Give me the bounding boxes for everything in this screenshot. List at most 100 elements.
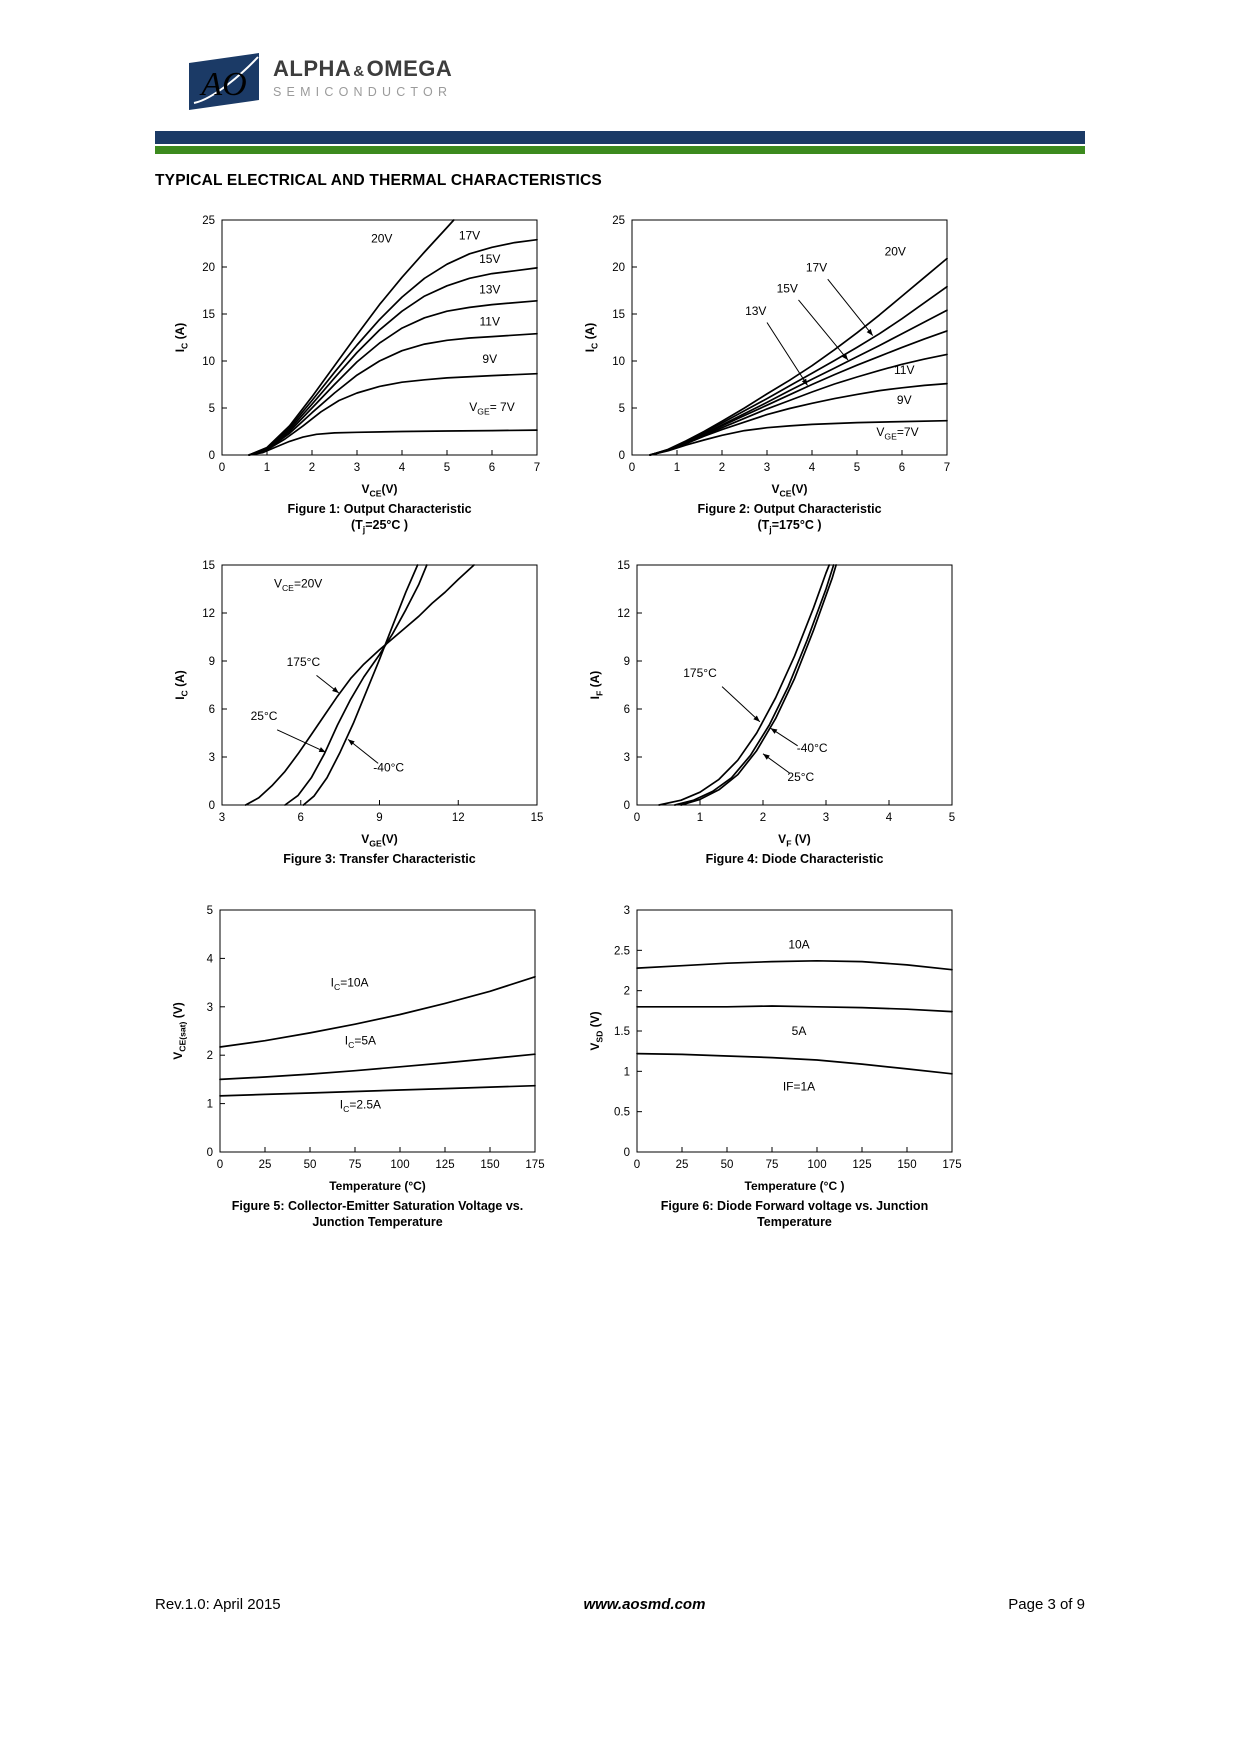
- annotation-arrowhead: [866, 328, 873, 336]
- curve-label: IC=5A: [345, 1034, 376, 1051]
- y-tick-label: 10: [612, 356, 625, 368]
- brand-name: ALPHA &OMEGA: [273, 56, 452, 82]
- curve-label: 9V: [482, 352, 497, 366]
- x-tick-label: 0: [219, 462, 225, 474]
- x-tick-label: 3: [219, 812, 225, 824]
- navy-bar: [155, 131, 1085, 144]
- curve-label: 17V: [459, 229, 480, 243]
- x-tick-label: 4: [886, 812, 893, 824]
- curve-label: 20V: [371, 232, 392, 246]
- x-axis-label: VGE(V): [361, 832, 397, 849]
- y-tick-label: 25: [612, 215, 625, 227]
- curve-label: 175°C: [683, 666, 717, 680]
- y-tick-label: 20: [202, 262, 215, 274]
- x-tick-label: 12: [452, 812, 465, 824]
- curve-label: 11V: [480, 314, 500, 328]
- footer-website-link[interactable]: www.aosmd.com: [583, 1596, 706, 1613]
- y-tick-label: 6: [209, 704, 215, 716]
- y-tick-label: 9: [209, 656, 215, 668]
- figure-3-transfer-characteristic: 3 6 9 12 15 0 3 6 9 12 15 VGE(V) IC (A) VCE=20V 175°C 2…: [170, 551, 549, 867]
- figure-6-caption: Figure 6: Diode Forward voltage vs. Junc…: [660, 1199, 929, 1230]
- x-tick-label: 0: [634, 812, 640, 824]
- x-axis-label: Temperature (°C): [329, 1179, 426, 1193]
- y-tick-label: 0: [209, 800, 215, 812]
- x-tick-label: 50: [304, 1159, 317, 1171]
- x-tick-label: 25: [676, 1159, 689, 1171]
- y-tick-label: 2: [207, 1050, 213, 1062]
- green-bar: [155, 146, 1085, 154]
- footer-page-number: Page 3 of 9: [1008, 1596, 1085, 1613]
- x-tick-label: 15: [531, 812, 544, 824]
- y-tick-label: 5: [207, 905, 213, 917]
- y-tick-label: 1.5: [614, 1026, 630, 1038]
- x-tick-label: 50: [721, 1159, 734, 1171]
- series-175°C: [244, 564, 475, 806]
- curve-label: IC=10A: [331, 975, 369, 992]
- figure-1-chart: 0 1 2 3 4 5 6 7 0 5 10 15 20 25 VCE(V) IC (A) 20V 17V 15V 1…: [173, 215, 540, 499]
- x-tick-label: 0: [634, 1159, 640, 1171]
- series-VGE=11V: [248, 332, 538, 456]
- x-tick-label: 5: [949, 812, 955, 824]
- x-tick-label: 2: [719, 462, 725, 474]
- series-IF=1A: [636, 1052, 953, 1075]
- x-tick-label: 1: [697, 812, 703, 824]
- y-tick-label: 0: [624, 800, 630, 812]
- x-tick-label: 100: [807, 1159, 826, 1171]
- y-axis-label: IC (A): [173, 670, 190, 700]
- annotation-arrow: [827, 278, 874, 336]
- brand-text: ALPHA &OMEGA SEMICONDUCTOR: [273, 56, 452, 99]
- series-IC=10A: [219, 975, 536, 1048]
- curve-label: 11V: [894, 363, 914, 377]
- x-tick-label: 150: [897, 1159, 916, 1171]
- y-tick-label: 2.5: [614, 945, 630, 957]
- series-VGE=20V: [649, 257, 948, 456]
- curve-label: -40°C: [797, 741, 828, 755]
- annotation-arrowhead: [801, 378, 808, 386]
- figure-6-diode-forward-voltage-vs-temperature: 0 25 50 75 100 125 150 175 0 0.5 1 1.5 2 2.5 3 Temperat…: [585, 896, 964, 1231]
- plot-area: [631, 219, 948, 456]
- y-tick-label: 4: [207, 953, 214, 965]
- x-tick-label: 75: [766, 1159, 779, 1171]
- curve-label: 15V: [777, 281, 798, 295]
- figure-5-vcesat-vs-temperature: 0 25 50 75 100 125 150 175 0 1 2 3 4 5 Temperature (°C…: [168, 896, 547, 1231]
- y-tick-label: 15: [202, 560, 215, 572]
- annotation-arrowhead: [763, 753, 770, 760]
- y-tick-label: 12: [617, 608, 630, 620]
- figure-6-chart: 0 25 50 75 100 125 150 175 0 0.5 1 1.5 2 2.5 3 Temperat…: [588, 905, 962, 1193]
- curve-label: VGE=7V: [876, 425, 918, 442]
- figure-2-output-characteristic-175c: 0 1 2 3 4 5 6 7 0 5 10 15 20 25 VCE(V) IC (A) 20V 17V 15V 1…: [580, 206, 959, 536]
- annotation-arrow: [766, 322, 808, 386]
- x-tick-label: 75: [349, 1159, 362, 1171]
- y-tick-label: 5: [209, 403, 215, 415]
- x-tick-label: 175: [525, 1159, 544, 1171]
- x-tick-label: 2: [760, 812, 766, 824]
- y-tick-label: 6: [624, 704, 630, 716]
- y-tick-label: 1: [624, 1066, 630, 1078]
- x-tick-label: 125: [435, 1159, 454, 1171]
- curve-label: 13V: [479, 282, 500, 296]
- x-tick-label: 0: [217, 1159, 223, 1171]
- curve-label: 13V: [745, 304, 766, 318]
- annotation-arrowhead: [318, 747, 326, 753]
- x-tick-label: 6: [899, 462, 905, 474]
- plot-area: [219, 909, 536, 1153]
- series-175°C: [658, 564, 831, 806]
- y-tick-label: 0: [209, 450, 215, 462]
- annotation-arrowhead: [348, 739, 355, 746]
- annotation-arrowhead: [770, 728, 778, 734]
- x-tick-label: 2: [309, 462, 315, 474]
- curve-label: 20V: [885, 245, 906, 259]
- logo-monogram: AO: [199, 66, 246, 103]
- y-tick-label: 15: [202, 309, 215, 321]
- curve-label: IC=2.5A: [340, 1097, 381, 1114]
- series-VGE=13V: [248, 299, 538, 456]
- y-tick-label: 15: [612, 309, 625, 321]
- curve-label: 17V: [806, 261, 827, 275]
- figure-3-caption: Figure 3: Transfer Characteristic: [283, 852, 476, 866]
- brand-alpha: ALPHA: [273, 56, 352, 81]
- annotation-arrow: [276, 729, 326, 753]
- annotation-arrowhead: [332, 686, 339, 693]
- y-axis-label: IF (A): [588, 671, 605, 700]
